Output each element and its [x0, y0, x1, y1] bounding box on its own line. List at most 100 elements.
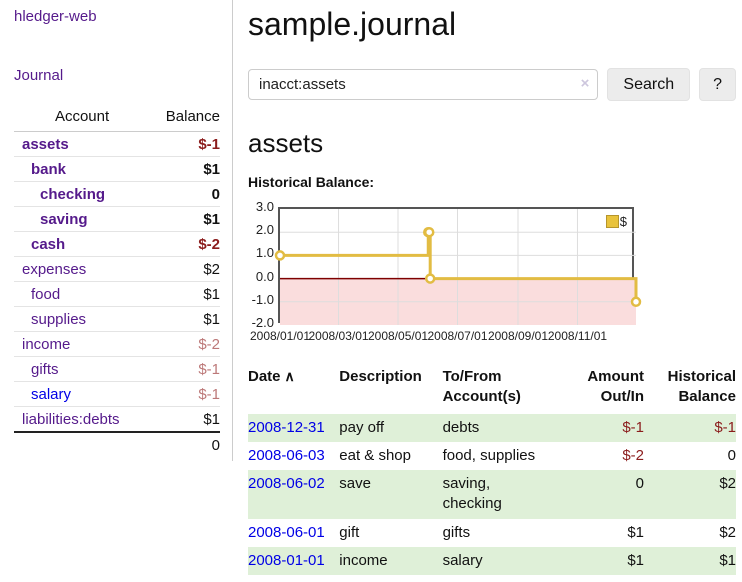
account-balance: $-2: [150, 231, 220, 257]
account-balance: $1: [150, 406, 220, 433]
transaction-balance: $2: [719, 523, 736, 541]
register-table: Date ∧ Description To/From Account(s) Amo…: [248, 365, 736, 575]
sort-ascending-icon: ∧: [284, 368, 295, 384]
account-balance: $-1: [150, 381, 220, 407]
account-link[interactable]: salary: [31, 386, 72, 403]
x-axis-tick-label: 2008/05/01: [367, 329, 429, 343]
account-row: income $-2: [14, 331, 220, 357]
accounts-total-value: 0: [150, 431, 220, 457]
account-row: salary $-1: [14, 381, 220, 407]
account-balance: $1: [150, 206, 220, 232]
transaction-amount: $-1: [622, 418, 644, 436]
search-button[interactable]: Search: [607, 68, 691, 101]
y-axis-tick-label: -2.0: [251, 315, 274, 330]
transaction-accounts: saving, checking: [442, 475, 502, 513]
account-link[interactable]: expenses: [22, 261, 87, 278]
transaction-date: 2008-01-01: [248, 547, 339, 575]
account-row: supplies $1: [14, 306, 220, 332]
clear-search-icon[interactable]: ×: [580, 75, 590, 92]
account-link[interactable]: gifts: [31, 361, 59, 378]
transaction-row: 2008-06-01 gift gifts $1 $2: [248, 519, 736, 547]
y-axis-tick-label: 2.0: [255, 222, 274, 238]
register-header-date[interactable]: Date ∧: [248, 368, 295, 385]
account-row: checking 0: [14, 181, 220, 207]
account-link[interactable]: liabilities:debts: [22, 411, 120, 428]
search-input[interactable]: [248, 69, 599, 100]
x-axis-tick-label: 2008/07/01: [427, 329, 488, 343]
transaction-row: 2008-06-03 eat & shop food, supplies $-2 0: [248, 442, 736, 470]
register-header-amount: Amount Out/In: [587, 368, 644, 406]
transaction-balance: $1: [719, 551, 736, 569]
y-axis-tick-label: 1.0: [255, 245, 274, 261]
account-heading: assets: [248, 128, 324, 158]
transaction-accounts: salary: [442, 551, 483, 569]
transaction-date-link[interactable]: 2008-06-02: [248, 475, 325, 492]
transaction-date: 2008-06-01: [248, 519, 339, 547]
transaction-row: 2008-12-31 pay off debts $-1 $-1: [248, 413, 736, 442]
account-balance: $1: [150, 281, 220, 307]
x-axis-tick-label: 2008/03/01: [308, 329, 369, 343]
transaction-date: 2008-06-03: [248, 442, 339, 470]
account-link[interactable]: saving: [40, 211, 88, 228]
account-balance: $1: [150, 156, 220, 182]
transaction-amount: $-2: [622, 446, 644, 464]
transaction-amount: 0: [635, 475, 644, 492]
transaction-description: income: [339, 551, 388, 569]
transaction-description: pay off: [339, 418, 385, 436]
account-link[interactable]: assets: [22, 136, 69, 153]
search-form: × Search ?: [248, 68, 736, 101]
y-axis-tick-label: -1.0: [251, 291, 274, 307]
balance-chart: 3.0 2.0 1.0 0.0 -1.0 -2.0 $ 2008/01/01 2008/03…: [248, 199, 736, 347]
transaction-date-link[interactable]: 2008-01-01: [248, 551, 325, 569]
transaction-balance: 0: [727, 446, 736, 464]
transaction-balance: $2: [719, 475, 736, 492]
account-balance: $-2: [150, 331, 220, 357]
account-link[interactable]: cash: [31, 236, 66, 253]
sidebar-item-journal[interactable]: Journal: [14, 67, 64, 84]
chart-plot-area: $: [274, 207, 642, 325]
account-link[interactable]: food: [31, 286, 61, 303]
transaction-date-link[interactable]: 2008-06-01: [248, 523, 325, 541]
chart-title: Historical Balance:: [248, 174, 375, 190]
account-row: saving $1: [14, 206, 220, 232]
legend-label: $: [619, 214, 627, 229]
account-link[interactable]: checking: [40, 186, 106, 203]
transaction-balance: $-1: [714, 418, 736, 436]
account-link[interactable]: income: [22, 336, 71, 353]
transaction-row: 2008-06-02 save saving, checking 0 $2: [248, 470, 736, 519]
transaction-date-link[interactable]: 2008-06-03: [248, 446, 325, 464]
account-link[interactable]: bank: [31, 161, 67, 178]
accounts-table: Account Balance assets $-1 bank $1 checking 0…: [14, 105, 220, 457]
chart-canvas: [274, 209, 642, 325]
account-balance: $-1: [150, 131, 220, 157]
transaction-date-link[interactable]: 2008-12-31: [248, 418, 325, 436]
transaction-description: save: [339, 475, 371, 492]
x-axis-tick-label: 2008/01/01: [249, 329, 311, 343]
account-link[interactable]: supplies: [31, 311, 87, 328]
transaction-date: 2008-06-02: [248, 470, 339, 519]
transaction-date: 2008-12-31: [248, 414, 339, 442]
account-row: gifts $-1: [14, 356, 220, 382]
account-row: liabilities:debts $1: [14, 406, 220, 433]
account-balance: $2: [150, 256, 220, 282]
chart-legend: $: [605, 214, 627, 229]
help-button[interactable]: ?: [699, 68, 736, 101]
y-axis-tick-label: 3.0: [255, 199, 274, 214]
transaction-accounts: gifts: [442, 523, 471, 541]
account-balance: $-1: [150, 356, 220, 382]
accounts-total-row: 0: [14, 431, 220, 457]
x-axis-tick-label: 2008/11/01: [547, 329, 608, 343]
page-title: sample.journal: [248, 6, 457, 42]
transaction-amount: $1: [627, 523, 644, 541]
x-axis-tick-label: 2008/09/01: [487, 329, 548, 343]
y-axis-tick-label: 0.0: [255, 268, 274, 284]
register-header-balance: Historical Balance: [667, 368, 736, 406]
main-content: sample.journal × Search ? assets Histori…: [234, 0, 742, 575]
transaction-amount: $1: [627, 551, 644, 569]
sidebar: hledger-web Journal Account Balance asse…: [0, 0, 233, 461]
account-row: bank $1: [14, 156, 220, 182]
account-row: expenses $2: [14, 256, 220, 282]
accounts-header-account: Account: [14, 105, 151, 132]
app-brand-link[interactable]: hledger-web: [14, 8, 97, 25]
transaction-accounts: food, supplies: [442, 446, 536, 464]
